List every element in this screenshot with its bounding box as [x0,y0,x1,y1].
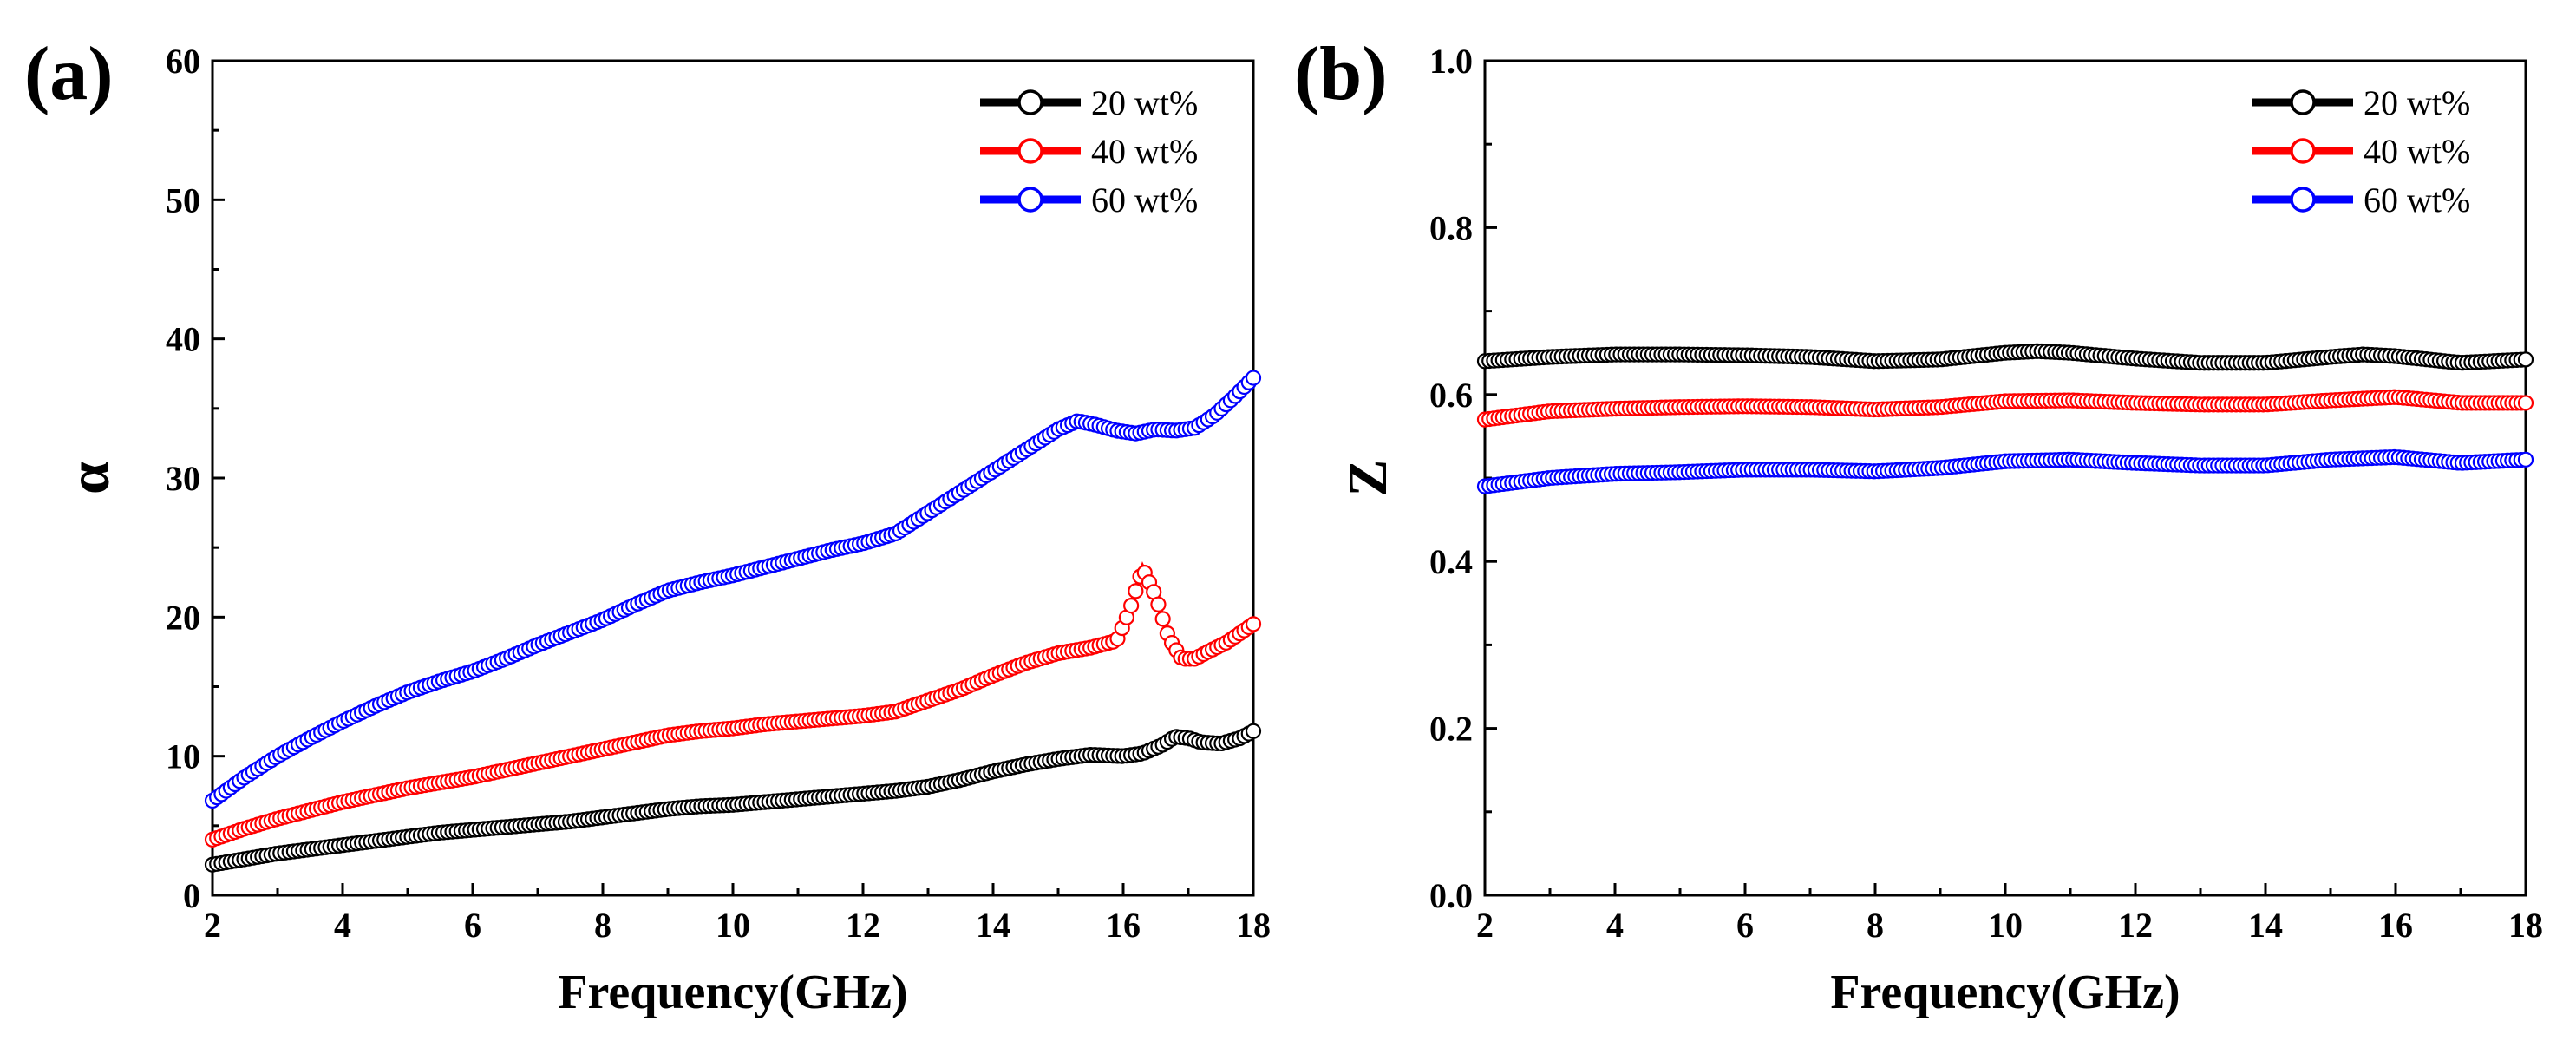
panel-a-legend: 20 wt% 40 wt% 60 wt% [980,83,1198,219]
panel-b-x-axis-title: Frequency(GHz) [1830,966,2180,1019]
b-x-tick-label: 8 [1867,906,1884,945]
b-x-tick-label: 10 [1988,906,2023,945]
panel-b-legend: 20 wt% 40 wt% 60 wt% [2252,83,2470,219]
a-series-1 [204,560,1262,848]
b-series-1 [1476,389,2534,428]
b-x-tick-label: 18 [2508,906,2543,945]
a-x-tick-label: 18 [1236,906,1271,945]
b-x-tick-label: 16 [2378,906,2413,945]
b-x-tick-label: 12 [2118,906,2153,945]
a-data-point [1245,370,1262,386]
b-y-tick-label: 0.6 [1429,376,1473,415]
a-y-tick-label: 30 [166,459,200,498]
b-data-point [2517,351,2534,368]
a-x-tick-label: 8 [594,906,611,945]
b-y-tick-label: 0.0 [1429,876,1473,915]
panel-a-y-axis: 0 10 20 30 40 50 60 [166,42,225,915]
a-legend-label: 20 wt% [1091,83,1198,122]
a-legend-marker [1017,138,1043,164]
b-x-tick-label: 6 [1736,906,1754,945]
panel-a-alpha-chart: (a) 2 4 6 8 10 12 14 16 18 0 10 20 30 40 50 60 20 wt% 4… [24,32,1271,1019]
a-legend-marker [1017,187,1043,213]
a-legend-item-2: 60 wt% [980,180,1198,219]
a-legend-label: 40 wt% [1091,132,1198,171]
a-data-point [1245,723,1262,739]
a-x-tick-label: 4 [334,906,351,945]
a-y-tick-label: 20 [166,598,200,637]
a-legend-item-0: 20 wt% [980,83,1198,122]
a-y-tick-label: 10 [166,737,200,776]
panel-a-label: (a) [24,32,114,116]
b-legend-marker [2290,187,2316,213]
panel-b-label: (b) [1294,32,1388,116]
b-x-tick-label: 14 [2248,906,2283,945]
b-legend-marker [2290,138,2316,164]
a-x-tick-label: 6 [464,906,481,945]
a-x-tick-label: 2 [204,906,221,945]
panel-a-series-layer [204,370,1262,873]
a-legend-item-1: 40 wt% [980,132,1198,171]
b-legend-label: 20 wt% [2364,83,2470,122]
a-data-point [1123,597,1140,614]
a-series-0 [204,723,1262,873]
panel-b-y-axis: 0.0 0.2 0.4 0.6 0.8 1.0 [1429,42,1497,915]
b-y-tick-label: 0.4 [1429,542,1473,581]
b-series-2 [1476,448,2534,494]
a-x-tick-label: 12 [846,906,880,945]
panel-a-y-axis-title: α [56,462,121,494]
panel-b-x-axis: 2 4 6 8 10 12 14 16 18 [1476,883,2543,945]
panel-b-series-layer [1476,343,2534,494]
a-y-tick-label: 40 [166,320,200,359]
b-series-0 [1476,343,2534,371]
a-x-tick-label: 16 [1106,906,1141,945]
b-y-tick-label: 1.0 [1429,42,1473,81]
a-y-tick-label: 60 [166,42,200,81]
b-data-point [2517,395,2534,411]
a-legend-label: 60 wt% [1091,180,1198,219]
a-y-tick-label: 50 [166,180,200,219]
panel-b-z-chart: (b) 2 4 6 8 10 12 14 16 18 0.0 0.2 0.4 0.6 0.8 1.0 20… [1294,32,2543,1019]
a-x-tick-label: 10 [716,906,750,945]
b-legend-marker [2290,89,2316,115]
b-legend-item-2: 60 wt% [2252,180,2470,219]
b-x-tick-label: 2 [1476,906,1494,945]
a-data-point [1154,611,1171,627]
a-x-tick-label: 14 [976,906,1010,945]
panel-a-x-axis: 2 4 6 8 10 12 14 16 18 [204,883,1271,945]
b-y-tick-label: 0.8 [1429,208,1473,247]
a-legend-marker [1017,89,1043,115]
b-y-tick-label: 0.2 [1429,710,1473,749]
b-legend-item-1: 40 wt% [2252,132,2470,171]
a-data-point [1150,596,1167,612]
a-data-point [1245,616,1262,632]
panel-b-y-axis-title: Z [1337,460,1398,497]
panel-a-x-axis-title: Frequency(GHz) [558,966,907,1019]
a-y-tick-label: 0 [183,876,200,915]
b-legend-item-0: 20 wt% [2252,83,2470,122]
b-legend-label: 60 wt% [2364,180,2470,219]
a-series-line [211,376,1256,803]
b-data-point [2517,451,2534,468]
a-data-point [1128,583,1144,599]
b-legend-label: 40 wt% [2364,132,2470,171]
b-x-tick-label: 4 [1606,906,1624,945]
a-series-2 [204,370,1262,809]
